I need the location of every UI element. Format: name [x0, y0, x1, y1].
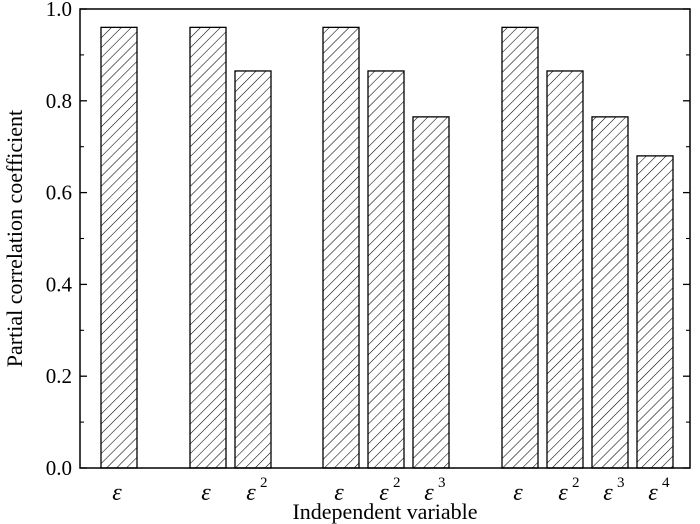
y-tick-label: 0.2 [46, 364, 72, 388]
x-tick-label-exponent: 4 [662, 475, 670, 491]
x-tick-label-exponent: 2 [572, 475, 580, 491]
y-tick-label: 0.6 [46, 181, 72, 205]
x-tick-label-exponent: 2 [260, 475, 268, 491]
x-tick-label: ε [513, 480, 523, 506]
y-axis-title: Partial correlation coefficient [2, 110, 27, 367]
bar [100, 26, 138, 469]
x-tick-label: ε [424, 480, 434, 506]
x-axis-title: Independent variable [292, 499, 477, 524]
bar [501, 26, 539, 469]
x-tick-label: ε [334, 480, 344, 506]
y-tick-label: 1.0 [46, 0, 72, 21]
bar [234, 70, 272, 469]
x-tick-label-exponent: 2 [393, 475, 401, 491]
bar [591, 116, 629, 469]
x-tick-label: ε [112, 480, 122, 506]
bar [189, 26, 227, 469]
y-tick-label: 0.0 [46, 456, 72, 480]
y-tick-label: 0.4 [46, 272, 73, 296]
y-tick-label: 0.8 [46, 89, 72, 113]
x-tick-label-exponent: 3 [438, 475, 446, 491]
x-tick-label: ε [558, 480, 568, 506]
bar [546, 70, 584, 469]
x-tick-label-exponent: 3 [617, 475, 625, 491]
x-tick-label: ε [648, 480, 658, 506]
x-tick-label: ε [201, 480, 211, 506]
bar [412, 116, 450, 469]
bar [367, 70, 405, 469]
plot-area [100, 26, 674, 469]
x-tick-label: ε [603, 480, 613, 506]
bar [636, 155, 674, 469]
bar [322, 26, 360, 469]
x-tick-label: ε [246, 480, 256, 506]
axes: ε ε ε 2 ε ε 2 ε 3 ε ε 2 ε 3 ε 40.00.20.40.60.81.0 [46, 0, 691, 506]
x-tick-label: ε [379, 480, 389, 506]
